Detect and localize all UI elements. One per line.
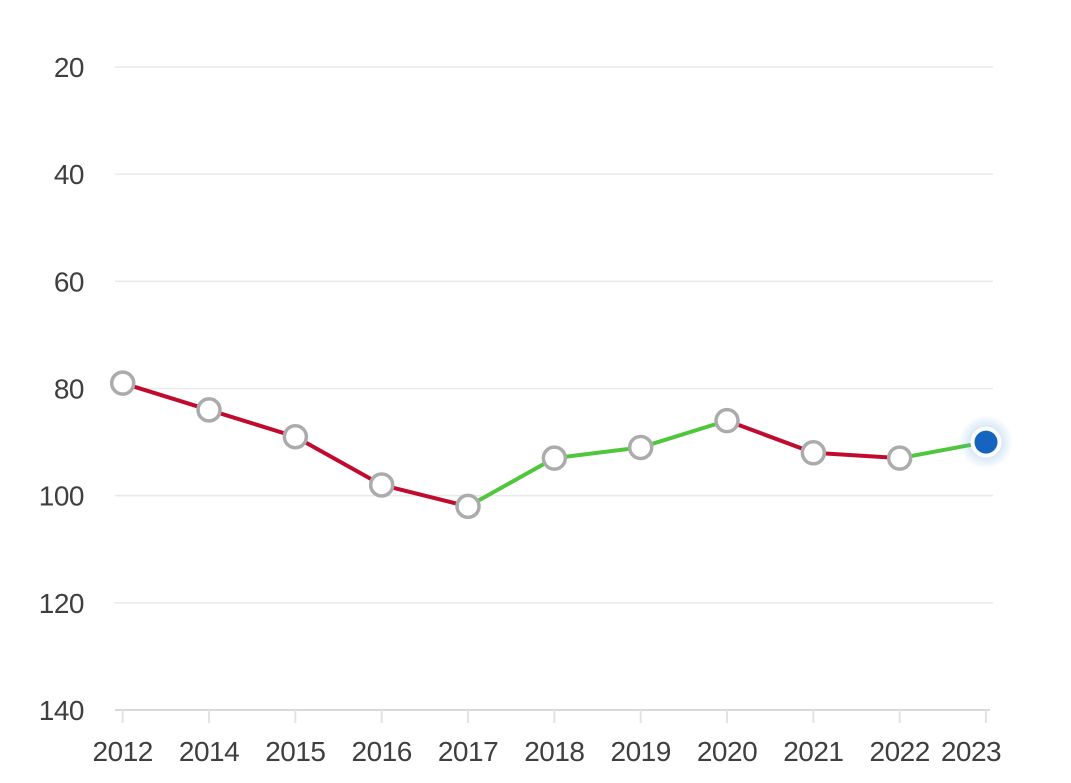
trend-line-segment — [466, 456, 557, 509]
data-point-marker[interactable] — [109, 370, 136, 396]
y-axis-tick-label: 140 — [39, 695, 84, 726]
x-axis-label: 2022 — [870, 736, 930, 767]
trend-line-segment — [120, 381, 212, 412]
y-axis-tick-label: 100 — [39, 481, 84, 512]
trend-line-segment — [638, 418, 730, 450]
x-axis-label: 2019 — [611, 736, 671, 767]
data-point-marker[interactable] — [627, 434, 654, 461]
trend-line-segment — [725, 418, 816, 455]
trend-line-segment — [379, 482, 471, 509]
data-point-marker[interactable] — [368, 472, 395, 498]
data-point-marker[interactable] — [800, 440, 827, 466]
trend-line-segment — [811, 450, 902, 461]
x-axis-label: 2020 — [697, 736, 757, 767]
y-axis-tick-label: 120 — [39, 588, 84, 619]
data-point-marker[interactable] — [196, 397, 222, 423]
y-axis-tick-label: 40 — [54, 159, 84, 190]
x-axis-label: 2023 — [941, 736, 1001, 767]
data-point-current[interactable] — [974, 430, 998, 454]
y-axis-tick-label: 20 — [54, 52, 84, 83]
y-axis-tick-label: 80 — [54, 374, 84, 405]
x-axis-label: 2015 — [265, 736, 325, 767]
y-axis-tick-label: 60 — [54, 266, 84, 297]
data-point-marker[interactable] — [714, 407, 740, 434]
trend-line-segment — [207, 407, 298, 439]
x-axis-label: 2017 — [438, 736, 498, 767]
x-axis-label: 2012 — [93, 736, 153, 767]
x-axis-label: 2018 — [524, 736, 584, 767]
data-point-marker[interactable] — [886, 445, 913, 471]
data-point-marker[interactable] — [541, 445, 568, 471]
x-axis-label: 2014 — [179, 736, 239, 767]
trend-line-segment — [293, 434, 384, 487]
x-axis-label: 2016 — [352, 736, 412, 767]
x-axis-label: 2021 — [783, 736, 843, 767]
data-point-marker[interactable] — [455, 493, 481, 520]
data-point-marker[interactable] — [282, 423, 309, 450]
trend-line-segment — [552, 445, 643, 461]
